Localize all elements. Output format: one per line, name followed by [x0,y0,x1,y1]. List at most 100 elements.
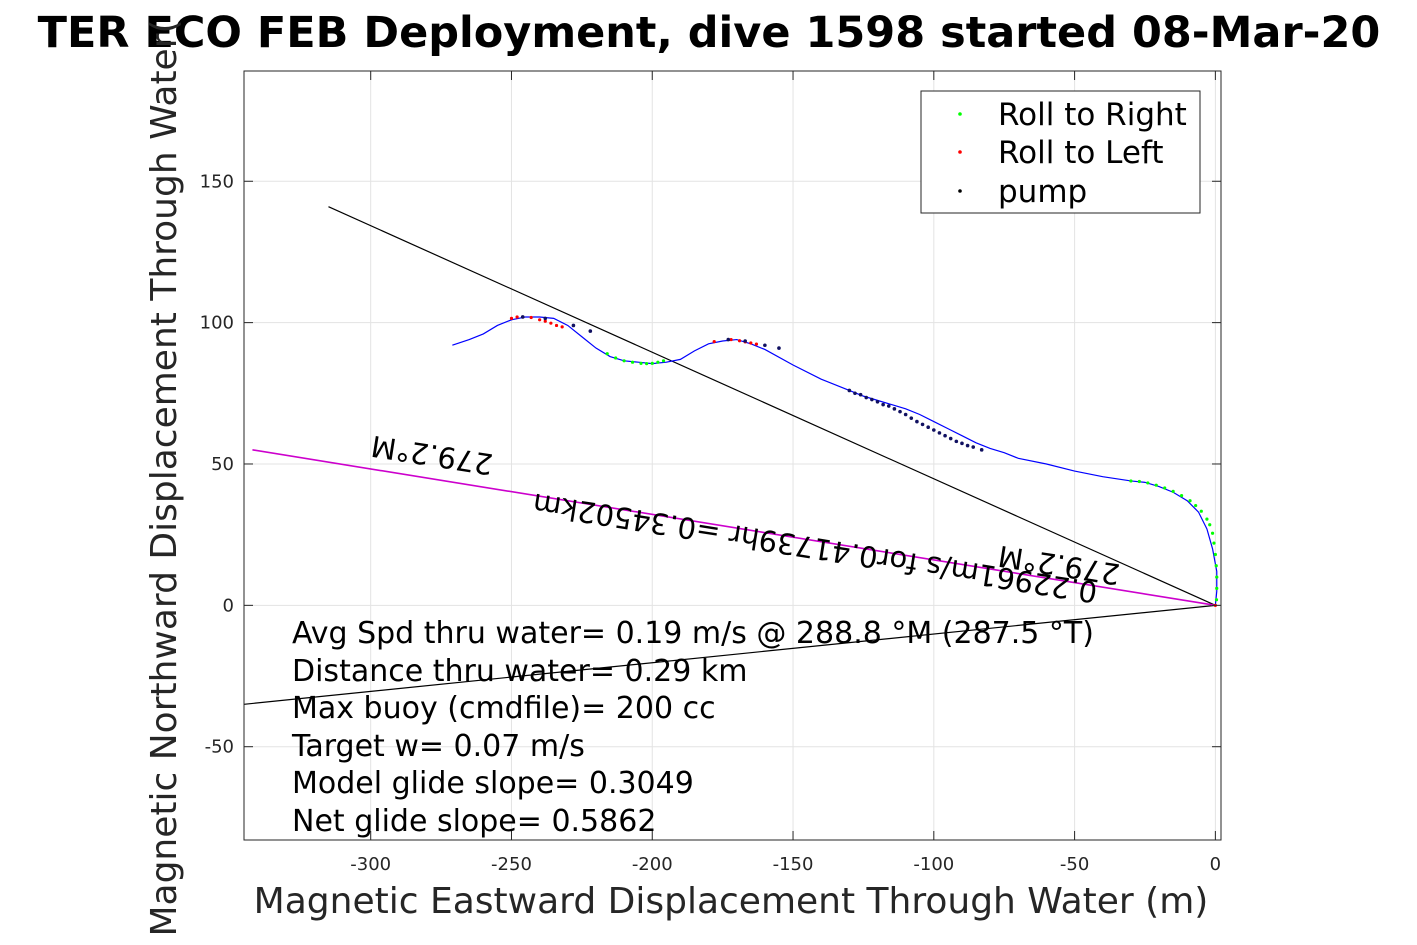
pump-point [903,412,908,417]
pump-point [943,433,947,438]
roll-right-point [645,362,649,366]
stat-distance: Distance thru water= 0.29 km [292,654,747,689]
roll-right-point [1214,564,1218,568]
x-axis-title: Magnetic Eastward Displacement Through W… [254,881,1209,922]
chart-title: TER ECO FEB Deployment, dive 1598 starte… [38,8,1381,58]
roll-left-point [515,315,519,319]
y-axis-title: Magnetic Northward Displacement Through … [144,19,185,936]
x-tick-label: -200 [632,854,673,875]
pump-point [965,443,970,448]
pump-point [920,422,925,427]
stat-max-buoy: Max buoy (cmdfile)= 200 cc [292,691,716,726]
pump-point [853,391,857,396]
pump-point [937,431,942,435]
pump-point [932,428,936,432]
roll-left-point [560,325,564,329]
roll-left-point [529,315,533,320]
current-line [328,206,1216,606]
y-tick-label: 50 [211,454,234,475]
roll-right-point [1171,489,1175,494]
pump-point [948,436,953,441]
roll-right-point [650,361,654,365]
pump-point [847,388,852,393]
pump-point [909,416,914,420]
plot-frame [243,70,1222,841]
pump-point [864,395,869,400]
y-tick-label: -50 [205,737,234,758]
roll-right-point [1212,541,1216,545]
roll-right-point [1188,499,1192,503]
axis-ticks: -300 -250 -200 -150 -100 -50 0 -50 0 50 100 150 [200,71,1221,875]
roll-right-point [1213,552,1217,557]
legend-marker-roll-right [958,112,962,116]
roll-right-point [1194,503,1198,508]
grid [244,71,1221,840]
y-tick-label: 150 [200,171,234,192]
pump-point [743,339,747,343]
roll-left-point [712,339,716,344]
x-tick-label: -250 [491,854,532,875]
y-tick-label: 100 [200,313,234,334]
pump-point [892,407,897,411]
pump-point [858,392,863,397]
roll-right-point [1179,494,1184,498]
roll-right-point [656,360,660,364]
roll-right-point [622,359,626,363]
pump-point [960,441,964,446]
roll-right-point [1210,531,1215,535]
legend: Roll to Right Roll to Left pump [920,90,1201,214]
stat-avg-speed: Avg Spd thru water= 0.19 m/s @ 288.8 °M … [292,616,1094,651]
roll-right-point [1205,517,1209,521]
roll-right-point [1215,575,1219,579]
roll-left-point [543,319,547,323]
legend-marker-roll-left [958,150,962,154]
roll-right-point [630,360,635,364]
roll-right-point [1214,598,1219,602]
pump-point [954,439,959,444]
roll-left-point [729,337,733,342]
roll-right-point [1199,509,1203,513]
roll-left-point [538,318,542,322]
roll-right-point [1215,586,1219,590]
roll-left-point [737,339,742,343]
pump-point [520,315,525,319]
net-line [243,604,1216,705]
roll-left-point [549,321,553,325]
pump-point [571,323,576,328]
roll-left-point [509,316,514,320]
x-tick-label: -300 [350,854,391,875]
pump-point [979,448,984,452]
pump-point [777,346,781,350]
y-tick-label: 0 [223,595,234,616]
roll-right-point [1137,479,1141,484]
legend-label-roll-left: Roll to Left [998,135,1164,171]
roll-right-point [639,361,643,365]
legend-marker-pump [958,189,962,193]
pump-point [898,409,902,414]
stat-model-glide: Model glide slope= 0.3049 [292,766,694,801]
pump-point [881,402,885,407]
pump-point [915,419,919,424]
pump-point [971,445,976,449]
stat-net-glide: Net glide slope= 0.5862 [292,804,656,839]
stats-block: Avg Spd thru water= 0.19 m/s @ 288.8 °M … [291,616,1094,839]
roll-right-point [1163,486,1167,490]
roll-right-point [661,359,666,363]
x-tick-label: -100 [913,854,954,875]
roll-left-point [749,341,753,345]
roll-right-point [605,352,609,356]
heading-line [252,449,1216,607]
roll-left-point [554,323,559,328]
pump-point [588,329,593,333]
stat-target-w: Target w= 0.07 m/s [291,729,585,764]
legend-label-roll-right: Roll to Right [998,97,1187,133]
roll-markers [509,315,1219,607]
pump-point [870,397,874,402]
roll-left-point [754,342,759,346]
pump-point [763,343,767,348]
roll-right-point [1129,479,1133,483]
x-tick-label: -50 [1060,854,1089,875]
x-tick-label: 0 [1210,854,1221,875]
pump-point [543,316,548,321]
